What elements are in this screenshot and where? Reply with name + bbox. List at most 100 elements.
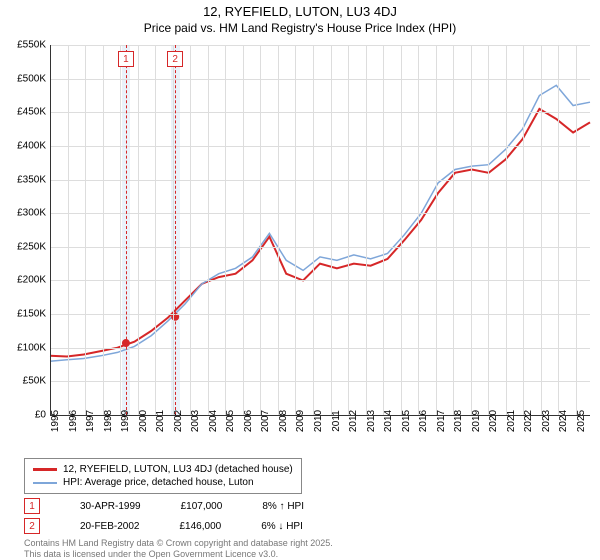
y-tick-label: £300K — [17, 208, 46, 219]
grid-line — [50, 146, 590, 147]
grid-line — [243, 45, 244, 415]
plot-area: 12 — [50, 45, 590, 415]
x-tick-label: 1997 — [85, 410, 96, 432]
y-axis: £0£50K£100K£150K£200K£250K£300K£350K£400… — [0, 45, 50, 415]
grid-line — [488, 45, 489, 415]
x-tick-label: 2006 — [243, 410, 254, 432]
grid-line — [523, 45, 524, 415]
grid-line — [50, 180, 590, 181]
grid-line — [50, 213, 590, 214]
grid-line — [225, 45, 226, 415]
grid-line — [576, 45, 577, 415]
legend-swatch — [33, 482, 57, 484]
x-tick-label: 2008 — [278, 410, 289, 432]
x-tick-label: 2000 — [138, 410, 149, 432]
transaction-badge: 2 — [24, 518, 40, 534]
grid-line — [103, 45, 104, 415]
y-tick-label: £250K — [17, 241, 46, 252]
grid-line — [155, 45, 156, 415]
grid-line — [331, 45, 332, 415]
transaction-price: £107,000 — [181, 501, 223, 512]
x-tick-label: 2004 — [208, 410, 219, 432]
grid-line — [50, 348, 590, 349]
legend: 12, RYEFIELD, LUTON, LU3 4DJ (detached h… — [24, 458, 302, 494]
grid-line — [50, 280, 590, 281]
x-tick-label: 2021 — [506, 410, 517, 432]
legend-row: 12, RYEFIELD, LUTON, LU3 4DJ (detached h… — [33, 463, 293, 476]
x-tick-label: 2023 — [541, 410, 552, 432]
grid-line — [68, 45, 69, 415]
x-tick-label: 2020 — [488, 410, 499, 432]
grid-line — [366, 45, 367, 415]
x-tick-label: 2007 — [260, 410, 271, 432]
plot-svg — [50, 45, 590, 415]
y-tick-label: £400K — [17, 140, 46, 151]
x-axis: 1995199619971998199920002001200220032004… — [50, 415, 590, 460]
marker-line — [126, 45, 127, 415]
grid-line — [50, 79, 590, 80]
transaction-date: 30-APR-1999 — [80, 501, 141, 512]
x-tick-label: 2010 — [313, 410, 324, 432]
x-tick-label: 2024 — [558, 410, 569, 432]
grid-line — [471, 45, 472, 415]
x-tick-label: 2013 — [366, 410, 377, 432]
chart-title: 12, RYEFIELD, LUTON, LU3 4DJ — [0, 0, 600, 19]
grid-line — [348, 45, 349, 415]
grid-line — [313, 45, 314, 415]
transaction-delta: 6% ↓ HPI — [261, 521, 303, 532]
grid-line — [558, 45, 559, 415]
grid-line — [541, 45, 542, 415]
legend-label: HPI: Average price, detached house, Luto… — [63, 477, 254, 488]
grid-line — [295, 45, 296, 415]
grid-line — [453, 45, 454, 415]
x-tick-label: 2002 — [173, 410, 184, 432]
x-tick-label: 1996 — [68, 410, 79, 432]
grid-line — [50, 381, 590, 382]
chart-container: 12, RYEFIELD, LUTON, LU3 4DJ Price paid … — [0, 0, 600, 560]
chart-subtitle: Price paid vs. HM Land Registry's House … — [0, 19, 600, 39]
grid-line — [120, 45, 121, 415]
grid-line — [173, 45, 174, 415]
x-tick-label: 1995 — [50, 410, 61, 432]
grid-line — [50, 45, 590, 46]
grid-line — [278, 45, 279, 415]
grid-line — [208, 45, 209, 415]
grid-line — [436, 45, 437, 415]
x-tick-label: 2017 — [436, 410, 447, 432]
x-tick-label: 2022 — [523, 410, 534, 432]
y-tick-label: £200K — [17, 275, 46, 286]
marker-badge: 2 — [167, 51, 183, 67]
x-tick-label: 2025 — [576, 410, 587, 432]
x-tick-label: 2005 — [225, 410, 236, 432]
marker-badge: 1 — [118, 51, 134, 67]
footer-line: Contains HM Land Registry data © Crown c… — [24, 538, 333, 548]
legend-label: 12, RYEFIELD, LUTON, LU3 4DJ (detached h… — [63, 464, 293, 475]
transaction-delta: 8% ↑ HPI — [262, 501, 304, 512]
y-tick-label: £500K — [17, 73, 46, 84]
grid-line — [506, 45, 507, 415]
grid-line — [50, 112, 590, 113]
x-tick-label: 2001 — [155, 410, 166, 432]
y-tick-label: £0 — [35, 410, 46, 421]
y-tick-label: £150K — [17, 309, 46, 320]
grid-line — [85, 45, 86, 415]
transaction-row: 2 20-FEB-2002 £146,000 6% ↓ HPI — [24, 518, 303, 534]
grid-line — [190, 45, 191, 415]
grid-line — [50, 247, 590, 248]
x-tick-label: 2016 — [418, 410, 429, 432]
legend-swatch — [33, 468, 57, 471]
x-tick-label: 2003 — [190, 410, 201, 432]
y-tick-label: £50K — [23, 376, 46, 387]
transaction-date: 20-FEB-2002 — [80, 521, 139, 532]
x-tick-label: 2012 — [348, 410, 359, 432]
x-tick-label: 2015 — [401, 410, 412, 432]
grid-line — [50, 314, 590, 315]
transaction-badge: 1 — [24, 498, 40, 514]
grid-line — [418, 45, 419, 415]
x-tick-label: 2018 — [453, 410, 464, 432]
y-tick-label: £550K — [17, 40, 46, 51]
legend-row: HPI: Average price, detached house, Luto… — [33, 476, 293, 489]
x-tick-label: 2019 — [471, 410, 482, 432]
grid-line — [138, 45, 139, 415]
transaction-row: 1 30-APR-1999 £107,000 8% ↑ HPI — [24, 498, 304, 514]
